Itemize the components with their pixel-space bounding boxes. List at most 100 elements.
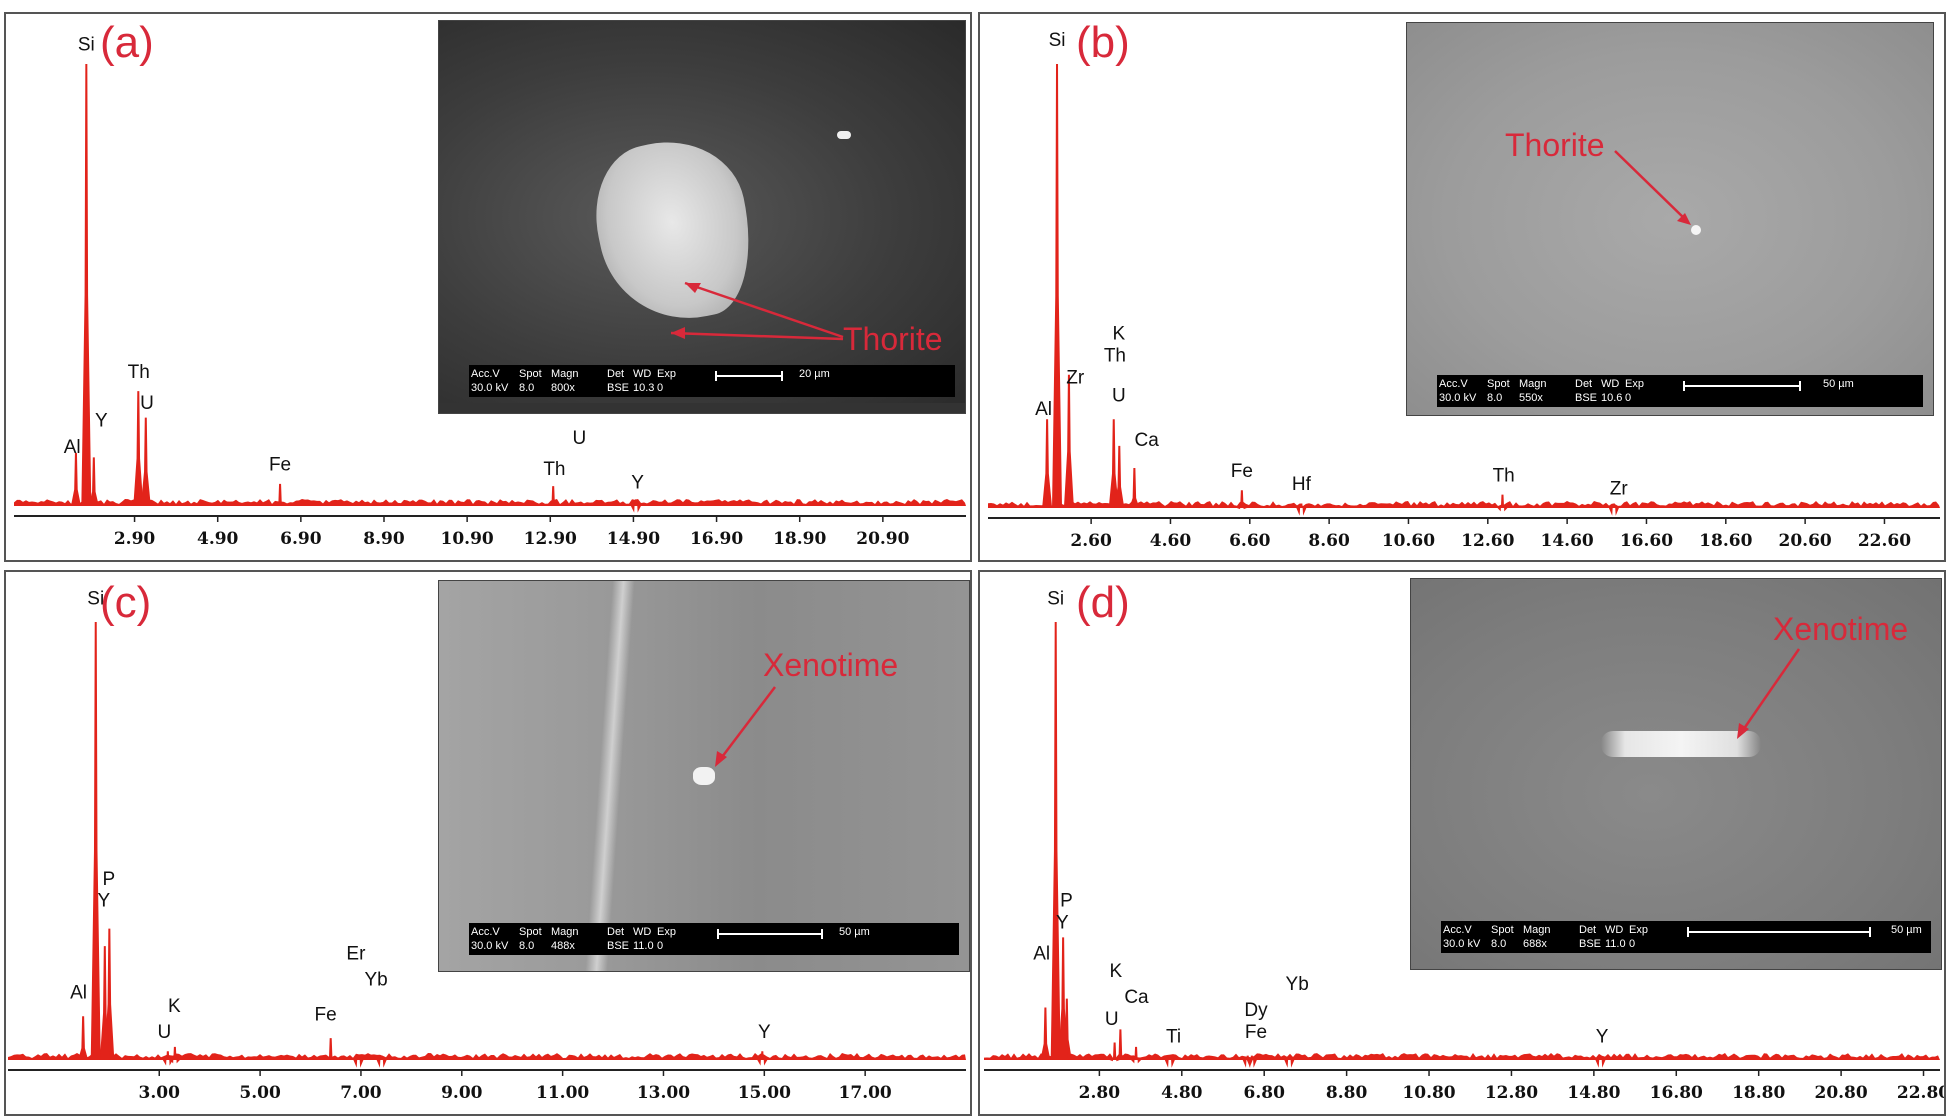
panel-d: 2.80 4.80 6.80 8.80 10.80 12.80 14.80 16.80 18.8… bbox=[978, 570, 1946, 1116]
x-tick-label: 10.80 bbox=[1402, 1083, 1455, 1103]
x-tick-label: 9.00 bbox=[441, 1083, 483, 1103]
bar-spot-d: Spot bbox=[1491, 924, 1514, 936]
scale-bar-d: Acc.V Spot Magn Det WD Exp 30.0 kV 8.0 6… bbox=[1441, 921, 1931, 953]
bar-det-d: Det bbox=[1579, 924, 1597, 936]
scale-bar-c: Acc.V Spot Magn Det WD Exp 30.0 kV 8.0 4… bbox=[469, 923, 959, 955]
peak-si bbox=[90, 622, 101, 1060]
bar-spot-a: Spot bbox=[519, 368, 542, 380]
bar-accv-d: Acc.V bbox=[1443, 924, 1472, 936]
peak-label-k: K bbox=[1110, 961, 1123, 982]
x-tick-label: 20.60 bbox=[1779, 531, 1832, 551]
bar-magn-a: Magn bbox=[551, 368, 579, 380]
peak-label-ca: Ca bbox=[1124, 987, 1149, 1008]
micrograph-label-c: Xenotime bbox=[763, 647, 899, 683]
peak-al bbox=[78, 1016, 89, 1060]
peak-label-al: Al bbox=[1033, 943, 1050, 964]
bar-det-a: Det bbox=[607, 368, 625, 380]
arrow-overlay-d bbox=[1737, 648, 1801, 739]
scale-text-d: 50 µm bbox=[1891, 924, 1922, 936]
peak-yb bbox=[376, 1055, 387, 1068]
peak-label-u: U bbox=[1105, 1009, 1119, 1030]
scale-text-b: 50 µm bbox=[1823, 378, 1854, 390]
bar-spot-val-b: 8.0 bbox=[1487, 392, 1503, 404]
bar-accv-b: Acc.V bbox=[1439, 378, 1468, 390]
peak-ca bbox=[1129, 468, 1140, 508]
peak-label-k: K bbox=[168, 996, 181, 1017]
x-tick-label: 18.80 bbox=[1732, 1083, 1785, 1103]
peak-label-fe: Fe bbox=[1245, 1022, 1267, 1043]
x-tick-label: 6.90 bbox=[280, 529, 322, 549]
peak-label-dy: Dy bbox=[1244, 1000, 1268, 1021]
x-tick-label: 18.60 bbox=[1699, 531, 1752, 551]
panel-label-b: (b) bbox=[1076, 18, 1130, 67]
peak-ca bbox=[1131, 1046, 1142, 1064]
peak-k bbox=[1114, 445, 1125, 508]
noise-floor bbox=[988, 501, 1940, 508]
peak-label-zr: Zr bbox=[1066, 368, 1085, 389]
bar-wd-val-d: 11.0 bbox=[1605, 938, 1626, 950]
peak-label-k: K bbox=[1113, 323, 1126, 344]
panel-label-c: (c) bbox=[100, 578, 152, 627]
x-tick-label: 6.80 bbox=[1244, 1083, 1286, 1103]
arrow-overlay-a bbox=[670, 281, 844, 341]
micrograph-label-a: Thorite bbox=[843, 321, 943, 357]
bar-det-val-c: BSE bbox=[607, 940, 630, 952]
bar-exp-val-b: 0 bbox=[1625, 392, 1632, 404]
x-tick-label: 22.60 bbox=[1858, 531, 1911, 551]
bar-det-c: Det bbox=[607, 926, 625, 938]
x-tick-label: 14.80 bbox=[1567, 1083, 1620, 1103]
peak-label-yb: Yb bbox=[364, 970, 387, 991]
peak-y bbox=[1058, 937, 1069, 1060]
peak-label-p: P bbox=[1060, 891, 1073, 912]
bar-exp-b: Exp bbox=[1625, 378, 1644, 390]
scale-text-a: 20 µm bbox=[799, 368, 830, 380]
peak-fe bbox=[1236, 490, 1247, 510]
peak-label-si: Si bbox=[78, 35, 95, 56]
peak-label-al: Al bbox=[64, 437, 81, 458]
x-tick-label: 3.00 bbox=[139, 1083, 181, 1103]
peak-y bbox=[1595, 1055, 1606, 1068]
x-tick-label: 2.80 bbox=[1079, 1083, 1121, 1103]
peak-y bbox=[757, 1051, 768, 1066]
x-tick-label: 8.90 bbox=[363, 529, 405, 549]
arrow-overlay-c bbox=[715, 686, 776, 767]
spectrum-chart-c: 3.00 5.00 7.00 9.00 11.00 13.00 15.00 17.00SiPY… bbox=[8, 588, 966, 1103]
peak-u bbox=[1108, 419, 1119, 508]
x-tick-label: 7.00 bbox=[340, 1083, 382, 1103]
bar-exp-val-a: 0 bbox=[657, 382, 664, 394]
x-tick-label: 4.80 bbox=[1161, 1083, 1203, 1103]
bar-wd-val-b: 10.6 bbox=[1601, 392, 1623, 404]
x-tick-label: 6.60 bbox=[1229, 531, 1271, 551]
peak-si bbox=[1052, 64, 1063, 508]
scale-line-c bbox=[717, 929, 823, 939]
x-tick-label: 18.90 bbox=[773, 529, 826, 549]
peak-er bbox=[353, 1055, 364, 1068]
bar-magn-val-d: 688x bbox=[1523, 938, 1547, 950]
panel-label-d: (d) bbox=[1076, 578, 1130, 627]
bar-spot-val-d: 8.0 bbox=[1491, 938, 1507, 950]
bar-wd-a: WD bbox=[633, 368, 652, 380]
x-tick-label: 11.00 bbox=[536, 1083, 589, 1103]
grain-thorite-b bbox=[1691, 225, 1701, 235]
peak-label-th: Th bbox=[1104, 345, 1126, 366]
bar-exp-val-d: 0 bbox=[1629, 938, 1636, 950]
bar-wd-d: WD bbox=[1605, 924, 1624, 936]
scale-line-d bbox=[1687, 927, 1871, 937]
bar-det-val-d: BSE bbox=[1579, 938, 1602, 950]
peak-dy bbox=[1246, 1055, 1257, 1068]
peak-y bbox=[88, 457, 99, 506]
peak-label-si: Si bbox=[87, 588, 104, 609]
peak-zr bbox=[1608, 503, 1619, 516]
bar-accv-val-a: 30.0 kV bbox=[471, 382, 509, 394]
bar-magn-b: Magn bbox=[1519, 378, 1547, 390]
peak-hf bbox=[1296, 503, 1307, 516]
scale-bar-a: Acc.V Spot Magn Det WD Exp 30.0 kV 8.0 8… bbox=[469, 365, 955, 397]
grain-xenotime-c bbox=[693, 767, 715, 785]
peak-u bbox=[1109, 1042, 1120, 1062]
peak-th bbox=[548, 486, 559, 507]
peak-u bbox=[140, 417, 151, 506]
peak-k bbox=[169, 1046, 180, 1064]
x-tick-label: 13.00 bbox=[637, 1083, 690, 1103]
x-tick-label: 20.90 bbox=[856, 529, 909, 549]
bar-spot-c: Spot bbox=[519, 926, 542, 938]
